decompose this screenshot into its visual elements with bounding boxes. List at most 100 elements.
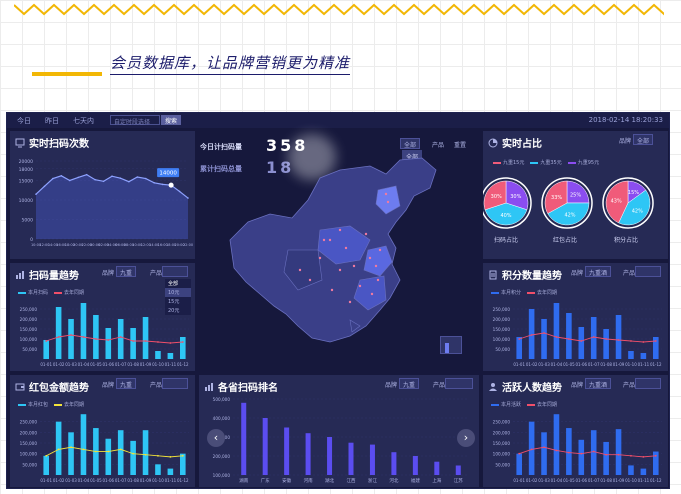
bar xyxy=(640,353,647,359)
y-tick-label: 150,000 xyxy=(493,327,511,332)
bar xyxy=(284,427,290,475)
map-hotspot xyxy=(328,238,332,242)
trend-point xyxy=(580,452,583,455)
active-legend: 本月活跃 去年同期 xyxy=(491,401,557,408)
bar xyxy=(615,429,622,475)
x-tick-label: 01-09 xyxy=(140,362,152,367)
center-filter-all[interactable]: 全部 xyxy=(400,138,421,149)
pie-slice-label: 30% xyxy=(510,194,521,200)
active-legend-item-1: 本月活跃 xyxy=(491,401,521,408)
bar xyxy=(179,337,186,359)
map-hotspot xyxy=(384,192,388,196)
trend-menu-item[interactable]: 全部 xyxy=(168,281,179,287)
pie-slice xyxy=(544,180,568,214)
x-tick-label: 01-10 xyxy=(152,478,164,483)
y-tick-label: 150,000 xyxy=(20,327,38,332)
tab-today[interactable]: 今日 xyxy=(17,117,31,125)
bar xyxy=(566,313,572,359)
x-tick-label: 01-09 xyxy=(140,478,152,483)
x-tick-label: 14:00 xyxy=(48,243,58,247)
map-legend-box xyxy=(440,336,462,354)
rank-next-button[interactable]: › xyxy=(457,429,475,447)
rank-product-select[interactable] xyxy=(445,378,473,389)
active-filter-select[interactable]: 九重酒 xyxy=(585,378,612,389)
tab-yesterday[interactable]: 昨日 xyxy=(45,117,59,125)
bar xyxy=(93,315,99,359)
center-filter-reset[interactable]: 重置 xyxy=(454,142,467,149)
bar xyxy=(590,317,597,359)
today-scan-label: 今日计扫码量 xyxy=(200,143,242,151)
trend-product-label: 产品 xyxy=(150,270,163,277)
x-tick-label: 广东 xyxy=(261,477,270,484)
trend-point xyxy=(94,450,97,453)
y-tick-label: 100,000 xyxy=(493,337,511,342)
points-product-select[interactable] xyxy=(635,266,661,277)
trend-point xyxy=(630,340,632,342)
bar xyxy=(43,455,50,475)
redpack-filter-select[interactable]: 九重 xyxy=(116,378,137,389)
y-tick-label: 250,000 xyxy=(20,420,38,425)
x-tick-label: 湖北 xyxy=(325,477,334,484)
rank-panel: 各省扫码排名 品牌 九重 产品 100,000200,000300,000400… xyxy=(199,375,479,487)
trend-menu-item[interactable]: 10元 xyxy=(165,288,191,297)
x-tick-label: 18:00 xyxy=(65,243,75,247)
x-tick-label: 江苏 xyxy=(454,477,463,484)
bar xyxy=(130,328,136,359)
map-hotspot xyxy=(370,292,374,296)
bar xyxy=(603,329,609,359)
scan-panel-title: 实时扫码次数 xyxy=(15,135,89,150)
map-hotspot xyxy=(308,278,312,282)
x-tick-label: 01-03 xyxy=(538,478,550,483)
trend-product-select[interactable] xyxy=(162,266,188,277)
trend-point xyxy=(157,454,159,457)
redpack-product-select[interactable] xyxy=(162,378,188,389)
rank-prev-button[interactable]: ‹ xyxy=(207,429,225,447)
rank-filter-select[interactable]: 九重 xyxy=(399,378,420,389)
bar xyxy=(652,451,659,475)
points-filter-select[interactable]: 九重酒 xyxy=(585,266,612,277)
trend-point xyxy=(57,448,60,451)
points-panel: 积分数量趋势 品牌 九重酒 产品 本月积分 去年同期 50,000 100,000… xyxy=(483,263,668,371)
trend-filter-select[interactable]: 九重 xyxy=(116,266,137,277)
points-legend-item-1: 本月积分 xyxy=(491,289,521,296)
pie-icon xyxy=(488,138,498,147)
y-tick-label: 200,000 xyxy=(493,430,511,435)
trend-menu-item[interactable]: 20元 xyxy=(168,308,180,314)
trend-point xyxy=(617,453,620,456)
scan-point xyxy=(111,175,113,178)
x-tick-label: 14:00 xyxy=(149,243,159,247)
redpack-product-label: 产品 xyxy=(150,382,163,389)
trend-point xyxy=(70,334,72,336)
x-tick-label: 01-05 xyxy=(90,362,102,367)
bar xyxy=(262,418,268,475)
rank-filter-label: 品牌 xyxy=(385,382,398,389)
date-range-input[interactable]: 自定时段选择 xyxy=(110,115,160,126)
x-tick-label: 01-12 xyxy=(650,478,662,483)
trend-point xyxy=(605,453,608,456)
x-tick-label: 16:00 xyxy=(56,243,66,247)
trend-point xyxy=(617,339,620,341)
bar xyxy=(391,452,397,475)
map-legend-bar xyxy=(445,343,449,353)
x-tick-label: 01-04 xyxy=(551,362,563,367)
center-filter-product[interactable]: 产品 xyxy=(432,142,445,149)
trend-point xyxy=(70,446,72,449)
ratio-filter-select[interactable]: 全部 xyxy=(633,134,654,145)
trend-point xyxy=(132,340,135,342)
active-product-select[interactable] xyxy=(635,378,661,389)
tab-last7[interactable]: 七天内 xyxy=(73,117,94,125)
y-tick-label: 100,000 xyxy=(493,452,511,457)
trend-point xyxy=(119,336,122,338)
bar-chart-icon xyxy=(205,382,213,391)
x-tick-label: 01-07 xyxy=(115,478,127,483)
trend-line xyxy=(519,446,656,458)
redpack-legend-item-2: 去年同期 xyxy=(54,401,84,408)
trend-menu-item[interactable]: 15元 xyxy=(168,299,180,305)
trend-point xyxy=(567,451,570,454)
trend-point xyxy=(144,340,147,342)
query-button[interactable]: 搜索 xyxy=(161,115,182,125)
x-tick-label: 01-02 xyxy=(526,478,538,483)
map-hotspot xyxy=(322,238,326,242)
pie-slice-label: 40% xyxy=(500,213,511,219)
points-filter-label: 品牌 xyxy=(571,270,584,277)
